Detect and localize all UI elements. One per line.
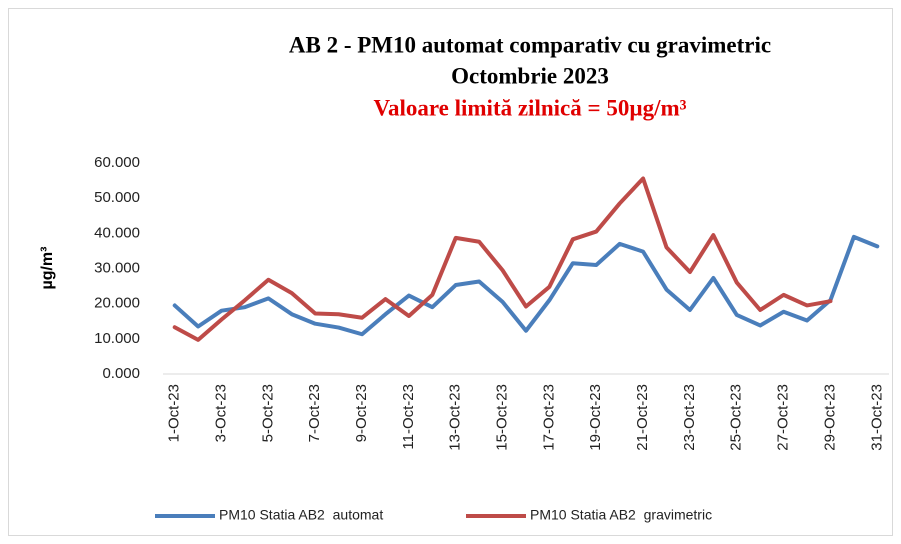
y-tick-label: 20.000: [94, 295, 140, 312]
x-tick-label: 21-Oct-23: [634, 384, 651, 451]
x-tick-label: 13-Oct-23: [447, 384, 464, 451]
x-tick-label: 1-Oct-23: [166, 384, 183, 442]
x-tick-label: 9-Oct-23: [353, 384, 370, 442]
x-tick-label: 5-Oct-23: [259, 384, 276, 442]
y-tick-label: 0.000: [102, 365, 140, 382]
y-tick-label: 10.000: [94, 330, 140, 347]
x-tick-label: 27-Oct-23: [775, 384, 792, 451]
x-tick-label: 31-Oct-23: [868, 384, 885, 451]
x-tick-label: 7-Oct-23: [306, 384, 323, 442]
x-tick-label: 3-Oct-23: [213, 384, 230, 442]
x-tick-label: 17-Oct-23: [540, 384, 557, 451]
series-line: [172, 176, 833, 342]
x-tick-label: 29-Oct-23: [821, 384, 838, 451]
x-tick-label: 19-Oct-23: [587, 384, 604, 451]
limit-annotation: Valoare limită zilnică = 50µg/m³: [373, 95, 686, 120]
x-tick-label: 11-Oct-23: [400, 384, 417, 450]
chart-title: AB 2 - PM10 automat comparativ cu gravim…: [289, 32, 771, 57]
x-tick-label: 23-Oct-23: [681, 384, 698, 451]
y-tick-label: 60.000: [94, 154, 140, 171]
y-tick-label: 30.000: [94, 259, 140, 276]
y-tick-label: 40.000: [94, 224, 140, 241]
x-tick-label: 25-Oct-23: [728, 384, 745, 451]
legend-label: PM10 Statia AB2 automat: [219, 507, 383, 523]
y-tick-label: 50.000: [94, 189, 140, 206]
y-axis-label: µg/m³: [39, 247, 56, 290]
series-line: [172, 234, 880, 337]
chart-frame: [8, 8, 893, 536]
chart-subtitle: Octombrie 2023: [451, 63, 609, 88]
legend-label: PM10 Statia AB2 gravimetric: [530, 507, 712, 523]
x-tick-label: 15-Oct-23: [494, 384, 511, 451]
